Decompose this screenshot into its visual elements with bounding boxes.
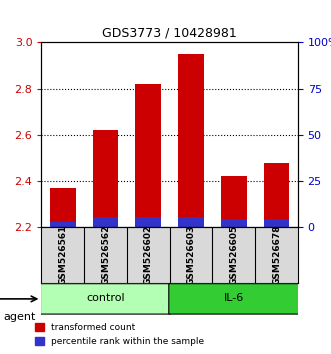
Title: GDS3773 / 10428981: GDS3773 / 10428981 [102,27,237,40]
Bar [93,130,118,227]
Text: GSM526603: GSM526603 [186,225,196,285]
Text: GSM526602: GSM526602 [144,225,153,285]
Bar [50,222,75,227]
Bar [93,217,118,227]
FancyBboxPatch shape [169,284,299,314]
Text: GSM526562: GSM526562 [101,225,110,285]
Legend: transformed count, percentile rank within the sample: transformed count, percentile rank withi… [31,320,208,349]
Text: control: control [86,293,125,303]
Bar [221,176,247,227]
Text: agent: agent [3,312,36,322]
Bar [135,217,161,227]
Text: GSM526561: GSM526561 [58,225,67,285]
Bar [50,188,75,227]
Text: GSM526678: GSM526678 [272,225,281,285]
Bar [135,84,161,227]
Bar [221,219,247,227]
Bar [178,54,204,227]
Bar [264,219,289,227]
FancyBboxPatch shape [40,284,170,314]
Bar [178,217,204,227]
Text: GSM526605: GSM526605 [229,225,238,285]
Bar [264,162,289,227]
Text: IL-6: IL-6 [224,293,244,303]
